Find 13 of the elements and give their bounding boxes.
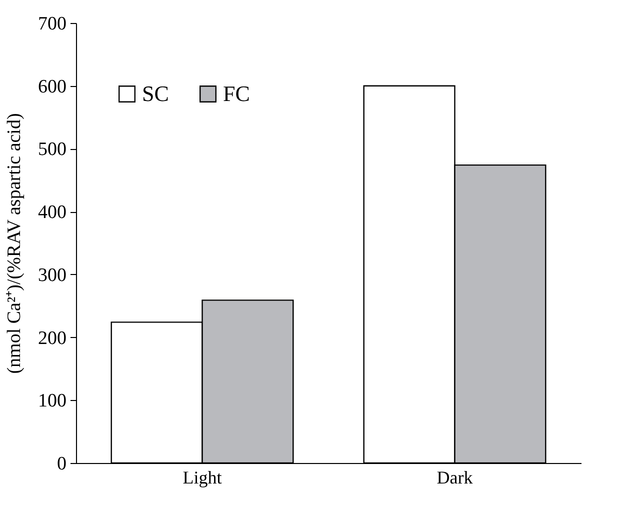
legend-label: SC <box>142 81 169 106</box>
y-tick-label: 300 <box>38 264 66 286</box>
y-axis-title: (nmol Ca²⁺)/(%RAV aspartic acid) <box>4 113 25 374</box>
y-tick-label: 600 <box>38 76 66 98</box>
x-tick-label: Light <box>182 468 222 488</box>
x-tick-label: Dark <box>436 468 473 488</box>
y-tick-label: 200 <box>38 328 66 349</box>
y-tick-label: 100 <box>38 390 66 412</box>
y-tick-label: 700 <box>38 14 66 34</box>
legend-label: FC <box>223 81 250 106</box>
y-tick-label: 400 <box>38 202 66 224</box>
y-tick-label: 0 <box>57 454 66 474</box>
y-tick-label: 500 <box>38 139 66 160</box>
